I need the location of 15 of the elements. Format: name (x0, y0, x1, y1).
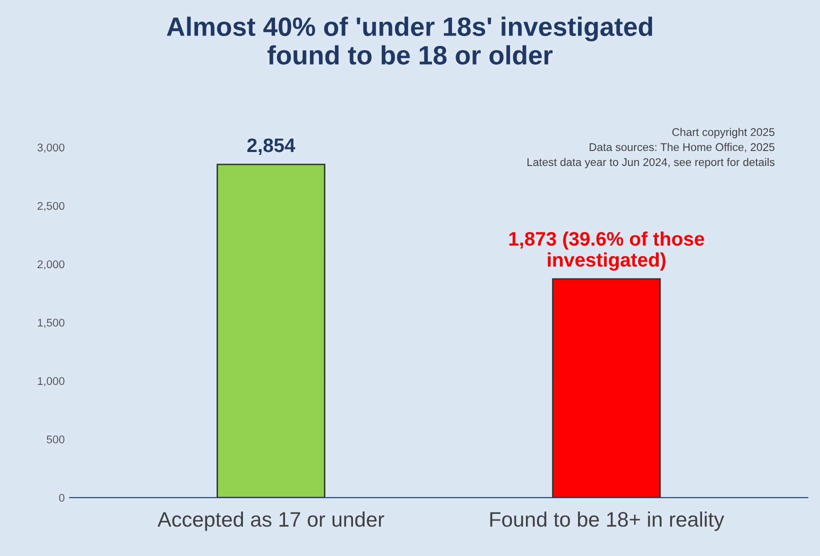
data-label: 2,854 (247, 138, 296, 156)
annotation: Latest data year to Jun 2024, see report for details (528, 158, 775, 168)
y-tick-label: 500 (46, 436, 64, 444)
y-tick-label: 3,000 (37, 144, 64, 153)
data-label: 1,873 (39.6% of those investigated) (509, 231, 704, 271)
chart-title: Almost 40% of 'under 18s' investigated found to be 18 or older (166, 16, 652, 65)
y-tick-label: 2,000 (38, 260, 64, 270)
y-tick-label: 2,500 (38, 202, 64, 212)
y-tick-label: 0 (59, 494, 64, 502)
y-tick-label: 1,500 (38, 318, 64, 328)
annotation: Data sources: The Home Office, 2025 (590, 142, 774, 152)
y-tick-label: 1,000 (38, 377, 64, 386)
x-tick-label: Accepted as 17 or under (158, 512, 384, 531)
x-tick-label: Found to be 18+ in reality (490, 512, 724, 531)
text: Chart copyright 2025 (672, 128, 774, 138)
